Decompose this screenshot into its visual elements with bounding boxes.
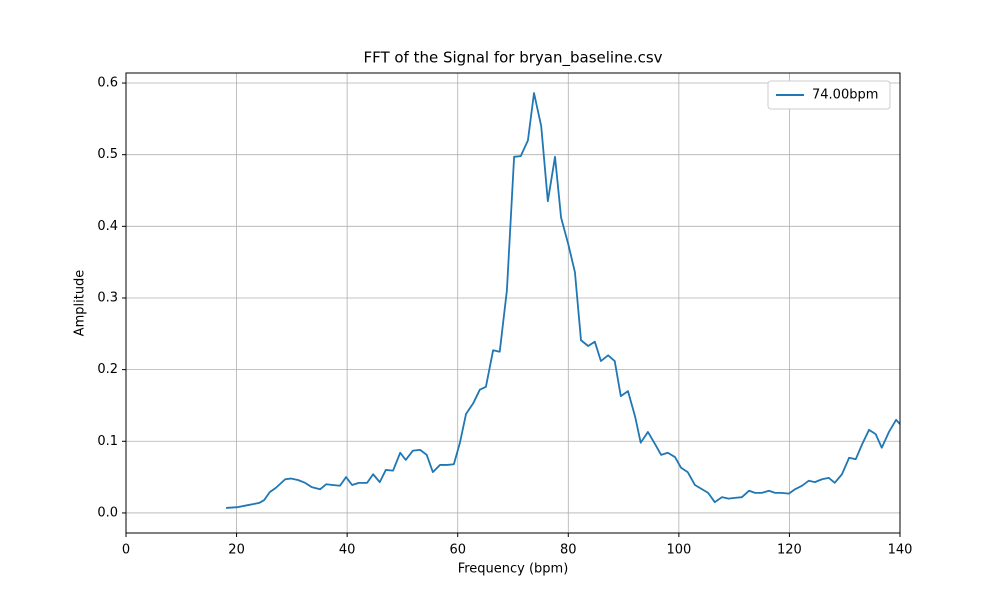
x-tick-label: 40 (339, 543, 356, 558)
legend-label: 74.00bpm (812, 88, 878, 103)
legend-box (767, 80, 891, 110)
y-tick-label: 0.1 (97, 434, 118, 449)
x-tick-label: 60 (449, 543, 466, 558)
y-tick-label: 0.0 (97, 505, 118, 520)
x-axis-label: Frequency (bpm) (458, 562, 569, 577)
y-axis-label: Amplitude (73, 270, 88, 337)
y-tick-label: 0.2 (97, 362, 118, 377)
y-tick-label: 0.5 (97, 147, 118, 162)
chart-title: FFT of the Signal for bryan_baseline.csv (363, 49, 662, 68)
x-tick-label: 100 (666, 543, 691, 558)
plot-frame (125, 72, 901, 534)
y-tick-label: 0.3 (97, 290, 118, 305)
x-tick-label: 80 (560, 543, 577, 558)
y-tick-label: 0.4 (97, 219, 118, 234)
x-tick-label: 0 (122, 543, 130, 558)
x-tick-label: 120 (777, 543, 802, 558)
x-tick-label: 140 (888, 543, 913, 558)
y-tick-label: 0.6 (97, 76, 118, 91)
x-tick-label: 20 (228, 543, 245, 558)
line-series (226, 92, 901, 509)
